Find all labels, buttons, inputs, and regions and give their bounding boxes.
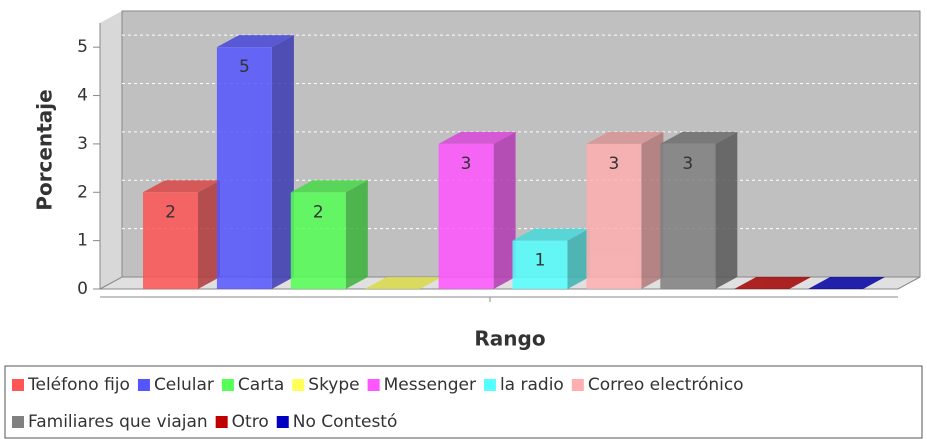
legend-label: Familiares que viajan <box>28 412 208 432</box>
y-tick-label: 0 <box>77 279 88 299</box>
data-label: 2 <box>165 202 176 222</box>
bar <box>734 277 812 289</box>
bar <box>438 131 516 289</box>
bar <box>808 277 886 289</box>
legend-label: Correo electrónico <box>588 375 744 395</box>
legend-label: Teléfono fijo <box>27 375 130 395</box>
bar-front <box>660 143 716 289</box>
bar-top <box>216 35 294 48</box>
bar-top <box>586 131 664 144</box>
side-wall <box>100 11 122 289</box>
legend-label: Celular <box>154 375 214 395</box>
bar-front <box>438 143 494 289</box>
x-axis-label: Rango <box>474 327 545 351</box>
bar-side <box>198 180 220 289</box>
bar <box>290 180 368 289</box>
y-tick-label: 4 <box>77 86 88 106</box>
bar-front <box>586 143 642 289</box>
y-tick-label: 1 <box>77 231 88 251</box>
bar <box>660 131 738 289</box>
legend-swatch <box>292 379 305 391</box>
legend-swatch <box>367 379 380 391</box>
legend-label: Otro <box>232 412 269 432</box>
data-label: 3 <box>461 154 472 174</box>
legend-swatch <box>483 379 496 391</box>
data-label: 5 <box>239 57 250 77</box>
y-tick-label: 3 <box>77 134 88 154</box>
bar-front <box>143 192 198 289</box>
legend-swatch <box>215 416 228 428</box>
legend-label: Messenger <box>384 375 476 395</box>
data-label: 3 <box>682 154 693 174</box>
bar-top <box>512 228 590 241</box>
legend-label: Skype <box>308 375 359 395</box>
bar-top <box>438 131 516 144</box>
bar-side <box>715 131 738 289</box>
bar-top <box>734 277 812 289</box>
y-tick-label: 5 <box>77 37 88 57</box>
bar-front <box>216 47 272 289</box>
legend-swatch <box>137 379 150 391</box>
data-label: 2 <box>313 202 324 222</box>
bar-side <box>641 131 664 289</box>
legend-swatch <box>276 416 289 428</box>
bar-side <box>271 35 294 289</box>
y-tick-label: 2 <box>77 182 88 202</box>
data-label: 3 <box>608 154 619 174</box>
bar-top <box>808 277 886 289</box>
legend-swatch <box>12 379 24 391</box>
bar <box>216 35 294 289</box>
bar-side <box>567 228 590 289</box>
legend-label: Carta <box>238 375 284 395</box>
bar <box>143 180 220 289</box>
bar-side <box>345 180 368 289</box>
bar-top <box>143 180 220 193</box>
bar-side <box>493 131 516 289</box>
legend-label: la radio <box>500 375 564 395</box>
legend-swatch <box>12 416 24 428</box>
bar <box>512 228 590 289</box>
bar-top <box>660 131 738 144</box>
bar-front <box>290 192 346 289</box>
legend-swatch <box>221 379 234 391</box>
bar-front <box>512 240 568 289</box>
bar-top <box>364 277 442 289</box>
legend-label: No Contestó <box>293 412 398 432</box>
bar <box>586 131 664 289</box>
legend <box>4 365 923 439</box>
y-axis-label: Porcentaje <box>33 89 57 210</box>
bar-top <box>290 180 368 193</box>
bar <box>364 277 442 289</box>
data-label: 1 <box>535 251 546 271</box>
legend-swatch <box>571 379 584 391</box>
